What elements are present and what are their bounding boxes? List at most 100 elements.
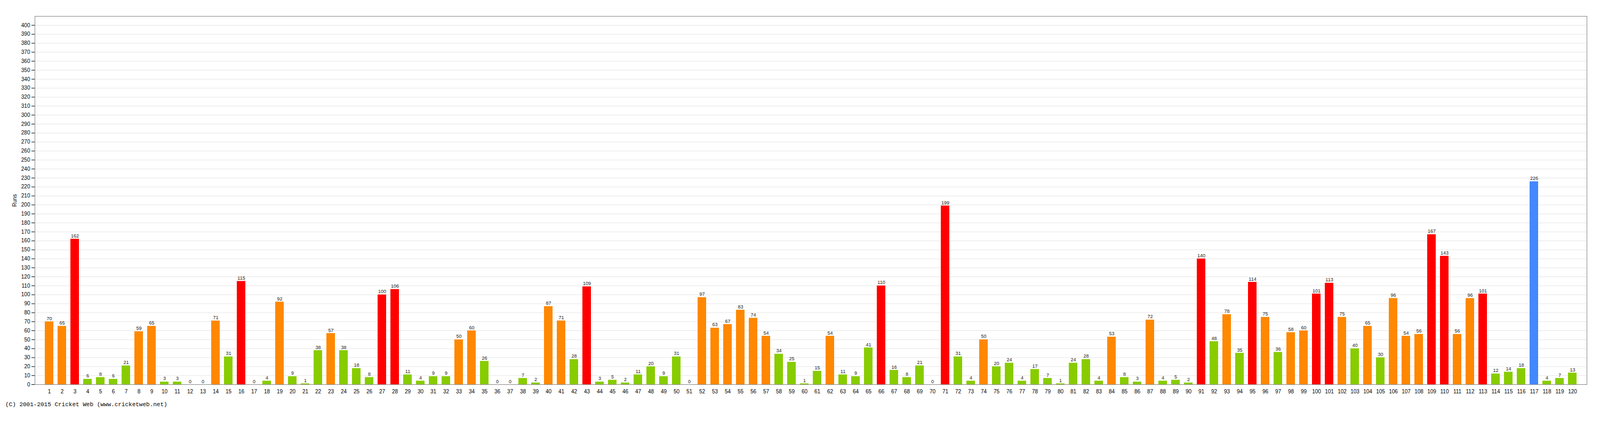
svg-text:81: 81: [1070, 388, 1077, 395]
svg-text:73: 73: [968, 388, 975, 395]
svg-text:6: 6: [112, 388, 116, 395]
svg-text:92: 92: [1211, 388, 1218, 395]
svg-text:89: 89: [1172, 388, 1180, 395]
svg-text:72: 72: [1147, 313, 1153, 319]
svg-text:18: 18: [353, 362, 359, 368]
svg-text:54: 54: [1403, 330, 1409, 336]
svg-text:101: 101: [1312, 288, 1321, 294]
svg-text:11: 11: [840, 368, 846, 374]
svg-text:140: 140: [21, 255, 31, 262]
svg-text:41: 41: [865, 341, 871, 348]
svg-text:7: 7: [124, 388, 128, 395]
svg-text:76: 76: [1006, 388, 1013, 395]
svg-text:39: 39: [532, 388, 540, 395]
svg-text:60: 60: [24, 327, 31, 334]
svg-text:4: 4: [1097, 374, 1101, 381]
svg-text:85: 85: [1121, 388, 1128, 395]
svg-text:86: 86: [1134, 388, 1141, 395]
svg-text:3: 3: [598, 375, 602, 381]
svg-text:167: 167: [1427, 228, 1436, 234]
svg-text:116: 116: [1517, 388, 1526, 395]
svg-text:95: 95: [1249, 388, 1256, 395]
svg-text:64: 64: [852, 388, 860, 395]
svg-text:30: 30: [24, 354, 31, 360]
svg-text:21: 21: [916, 359, 923, 365]
svg-text:58: 58: [1288, 326, 1294, 332]
svg-text:50: 50: [980, 333, 987, 339]
svg-text:160: 160: [21, 237, 31, 244]
svg-text:37: 37: [507, 388, 514, 395]
svg-text:31: 31: [225, 350, 231, 356]
svg-text:30: 30: [1377, 351, 1383, 357]
svg-text:60: 60: [1300, 324, 1307, 331]
svg-text:4: 4: [1161, 374, 1165, 381]
svg-text:15: 15: [225, 388, 232, 395]
svg-text:120: 120: [21, 273, 31, 280]
svg-text:310: 310: [21, 102, 31, 109]
svg-text:12: 12: [1492, 367, 1499, 373]
svg-text:3: 3: [1136, 375, 1139, 381]
svg-text:68: 68: [904, 388, 911, 395]
svg-text:109: 109: [1427, 388, 1437, 395]
svg-text:370: 370: [21, 49, 31, 55]
svg-text:84: 84: [1108, 388, 1116, 395]
svg-text:9: 9: [662, 370, 666, 376]
svg-text:45: 45: [609, 388, 616, 395]
svg-text:4: 4: [969, 374, 973, 381]
svg-text:56: 56: [750, 388, 757, 395]
svg-text:99: 99: [1300, 388, 1308, 395]
svg-text:107: 107: [1401, 388, 1411, 395]
svg-text:26: 26: [481, 355, 487, 361]
svg-text:18: 18: [264, 388, 271, 395]
svg-text:9: 9: [432, 370, 435, 376]
svg-text:380: 380: [21, 40, 31, 46]
svg-text:20: 20: [648, 360, 654, 366]
svg-text:101: 101: [1478, 288, 1487, 294]
svg-text:65: 65: [865, 388, 872, 395]
svg-text:360: 360: [21, 58, 31, 64]
svg-text:93: 93: [1224, 388, 1231, 395]
svg-text:35: 35: [1236, 347, 1243, 353]
svg-text:83: 83: [737, 304, 743, 310]
svg-text:6: 6: [86, 372, 90, 379]
svg-text:25: 25: [353, 388, 360, 395]
svg-text:4: 4: [1020, 374, 1024, 381]
svg-text:24: 24: [340, 388, 348, 395]
svg-text:150: 150: [21, 246, 31, 253]
svg-text:27: 27: [379, 388, 386, 395]
svg-text:226: 226: [1530, 175, 1539, 181]
svg-text:57: 57: [763, 388, 770, 395]
svg-text:106: 106: [1388, 388, 1398, 395]
svg-text:94: 94: [1236, 388, 1244, 395]
svg-text:0: 0: [188, 378, 192, 384]
svg-text:22: 22: [315, 388, 322, 395]
svg-text:106: 106: [390, 283, 399, 289]
svg-text:40: 40: [24, 345, 31, 351]
svg-text:260: 260: [21, 147, 31, 154]
svg-text:4: 4: [265, 374, 269, 381]
svg-text:90: 90: [1185, 388, 1192, 395]
svg-text:21: 21: [123, 359, 129, 365]
svg-text:51: 51: [686, 388, 693, 395]
svg-text:0: 0: [931, 378, 934, 384]
svg-text:54: 54: [763, 330, 769, 336]
svg-text:0: 0: [496, 378, 499, 384]
svg-text:42: 42: [571, 388, 578, 395]
svg-text:35: 35: [481, 388, 488, 395]
svg-text:20: 20: [289, 388, 296, 395]
svg-text:78: 78: [1032, 388, 1039, 395]
svg-text:31: 31: [955, 350, 961, 356]
svg-text:33: 33: [456, 388, 463, 395]
svg-text:56: 56: [1416, 328, 1422, 334]
svg-text:4: 4: [86, 388, 90, 395]
svg-text:20: 20: [24, 363, 31, 370]
svg-text:4: 4: [419, 374, 422, 381]
svg-text:50: 50: [24, 336, 31, 343]
svg-text:103: 103: [1350, 388, 1360, 395]
svg-text:52: 52: [699, 388, 706, 395]
svg-text:87: 87: [1147, 388, 1154, 395]
svg-text:38: 38: [315, 344, 321, 350]
svg-text:100: 100: [21, 291, 31, 298]
svg-text:230: 230: [21, 174, 31, 181]
svg-text:53: 53: [1108, 330, 1115, 336]
